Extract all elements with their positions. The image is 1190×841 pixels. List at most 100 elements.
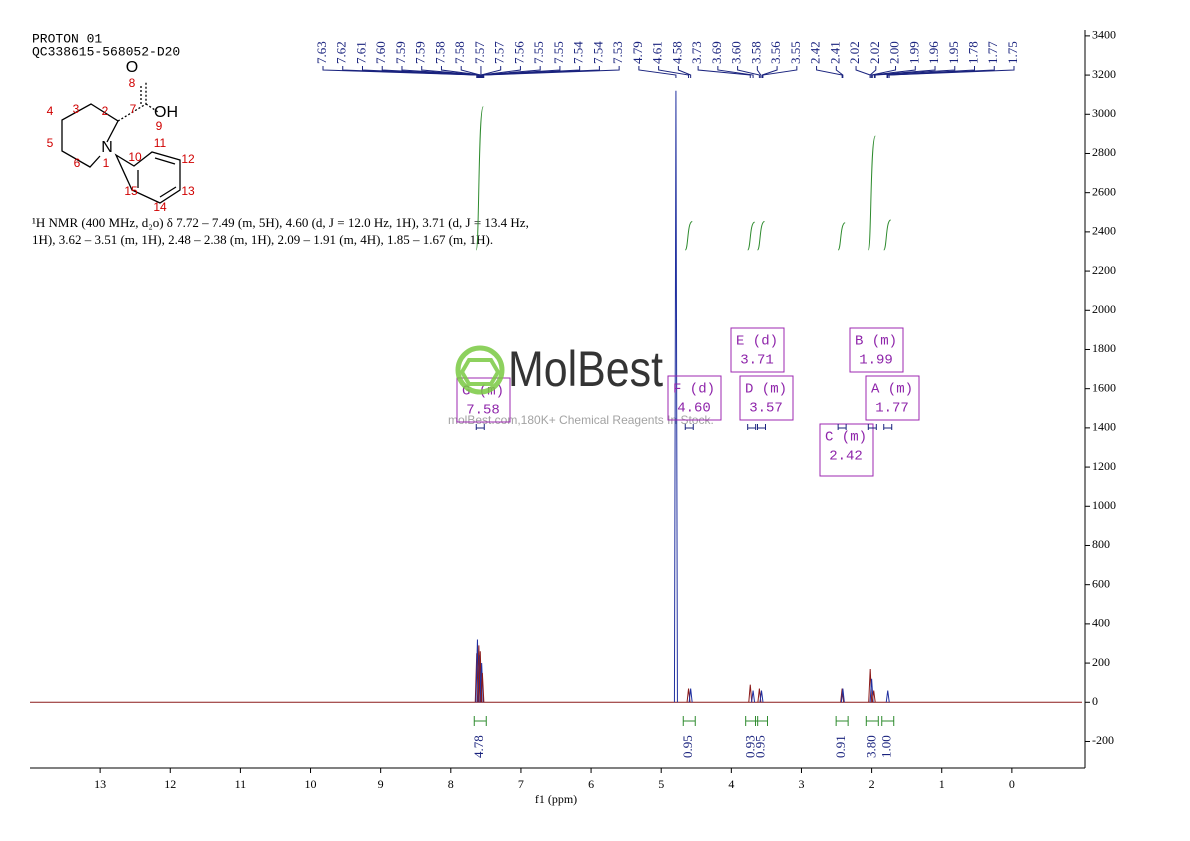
peak-label: 3.69 <box>709 41 724 64</box>
peak-label-leader <box>421 66 481 78</box>
multiplet-bracket <box>684 424 694 430</box>
y-tick-label: 1600 <box>1092 380 1116 394</box>
peak-label: 2.42 <box>808 41 823 64</box>
peak-label-leader <box>717 66 754 78</box>
header-line: PROTON 01 <box>32 31 102 46</box>
peak-label: 7.57 <box>492 41 507 64</box>
atom-label: OH <box>154 104 178 121</box>
peak <box>869 678 874 703</box>
peak <box>840 688 845 703</box>
structure-bonds <box>61 82 181 204</box>
multiplet-bracket <box>867 424 877 430</box>
peak-label: 7.56 <box>511 41 526 64</box>
peak-label: 7.63 <box>314 41 329 64</box>
peak-label-leader <box>871 66 916 78</box>
multiplet-bracket <box>475 424 485 430</box>
x-tick-label: 5 <box>658 777 664 791</box>
multiplet-shift: 7.58 <box>466 403 500 419</box>
peak-label: 2.00 <box>887 41 902 64</box>
carbonyl-bonds <box>117 82 159 122</box>
peak <box>751 690 756 703</box>
peak-label-leader <box>871 66 897 78</box>
atom-number: 4 <box>47 104 54 118</box>
peak-label-leader <box>460 66 481 78</box>
peak-label: 3.60 <box>729 41 744 64</box>
peak-label: 4.79 <box>630 41 645 64</box>
integral-curve <box>684 221 693 251</box>
peak-label-leader <box>481 66 521 78</box>
peak-label-leader <box>697 66 751 78</box>
peak-label-leader <box>638 66 677 78</box>
peak-label: 1.78 <box>965 41 980 64</box>
peak <box>871 690 876 703</box>
x-tick-label: 10 <box>305 777 317 791</box>
y-tick-label: 2800 <box>1092 145 1116 159</box>
multiplet-box <box>667 375 722 421</box>
peak-label-leader <box>480 66 502 78</box>
integral-label: 1.00 <box>879 735 894 758</box>
multiplet-shift: 2.42 <box>829 449 863 465</box>
integral-bracket <box>754 716 768 726</box>
peak-label: 1.95 <box>946 41 961 64</box>
integral-curve <box>475 106 484 251</box>
peak-label-leader <box>869 66 877 78</box>
atom-number: 8 <box>129 76 136 90</box>
multiplet-name: C (m) <box>825 430 867 446</box>
peak-label-leader <box>481 66 561 78</box>
multiplet-box <box>849 327 904 373</box>
integral-curve <box>837 222 846 251</box>
atom-number: 14 <box>153 200 167 214</box>
x-tick-label: 1 <box>939 777 945 791</box>
peak-label: 7.59 <box>413 41 428 64</box>
watermark-logo: MolBest <box>508 341 663 397</box>
integral-curve <box>867 135 876 251</box>
peak-label-leader <box>835 66 844 78</box>
multiplet-shift: 3.57 <box>749 401 783 417</box>
atom-number: 2 <box>102 104 109 118</box>
atom-number: 6 <box>74 156 81 170</box>
multiplet-box <box>739 375 794 421</box>
atom-number: 12 <box>181 152 195 166</box>
atom-number: 11 <box>154 136 167 150</box>
nmr-description: ¹H NMR (400 MHz, d₂o) δ 7.72 – 7.49 (m, … <box>32 215 529 230</box>
peak-label: 1.96 <box>926 41 941 64</box>
peak-label: 2.41 <box>827 41 842 64</box>
y-tick-label: 2600 <box>1092 184 1116 198</box>
x-tick-label: 12 <box>164 777 176 791</box>
peak-label-leader <box>483 66 620 78</box>
peak-label: 3.58 <box>748 41 763 64</box>
peak-label: 7.53 <box>610 41 625 64</box>
atom-number: 5 <box>47 136 54 150</box>
watermark: MolBest <box>455 341 663 397</box>
peak-label-leader <box>855 66 871 78</box>
x-tick-label: 8 <box>448 777 454 791</box>
header-line: QC338615-568052-D20 <box>32 44 180 59</box>
peak <box>479 663 484 703</box>
y-tick-label: 600 <box>1092 576 1110 590</box>
peak <box>480 672 485 703</box>
peak-label-leader <box>887 66 995 78</box>
peak <box>885 690 890 703</box>
integral-label: 3.80 <box>863 735 878 758</box>
x-tick-label: 7 <box>518 777 524 791</box>
multiplet-shift: 1.77 <box>875 401 909 417</box>
watermark-icon <box>455 345 505 395</box>
y-tick-label: 1400 <box>1092 420 1116 434</box>
x-tick-label: 2 <box>869 777 875 791</box>
peak-label: 7.59 <box>393 41 408 64</box>
y-tick-label: 1200 <box>1092 459 1116 473</box>
atom-label: O <box>126 59 138 76</box>
integral-curve <box>747 221 755 251</box>
atom-number: 15 <box>124 184 138 198</box>
peak-label-leader <box>756 66 762 78</box>
peak-label: 7.55 <box>531 41 546 64</box>
x-tick-label: 13 <box>94 777 106 791</box>
peak-label: 7.58 <box>452 41 467 64</box>
y-tick-label: 400 <box>1092 616 1110 630</box>
peak-label-leader <box>874 66 956 78</box>
y-tick-label: 1800 <box>1092 341 1116 355</box>
peak-label-leader <box>737 66 760 78</box>
integral-label: 0.91 <box>833 735 848 758</box>
